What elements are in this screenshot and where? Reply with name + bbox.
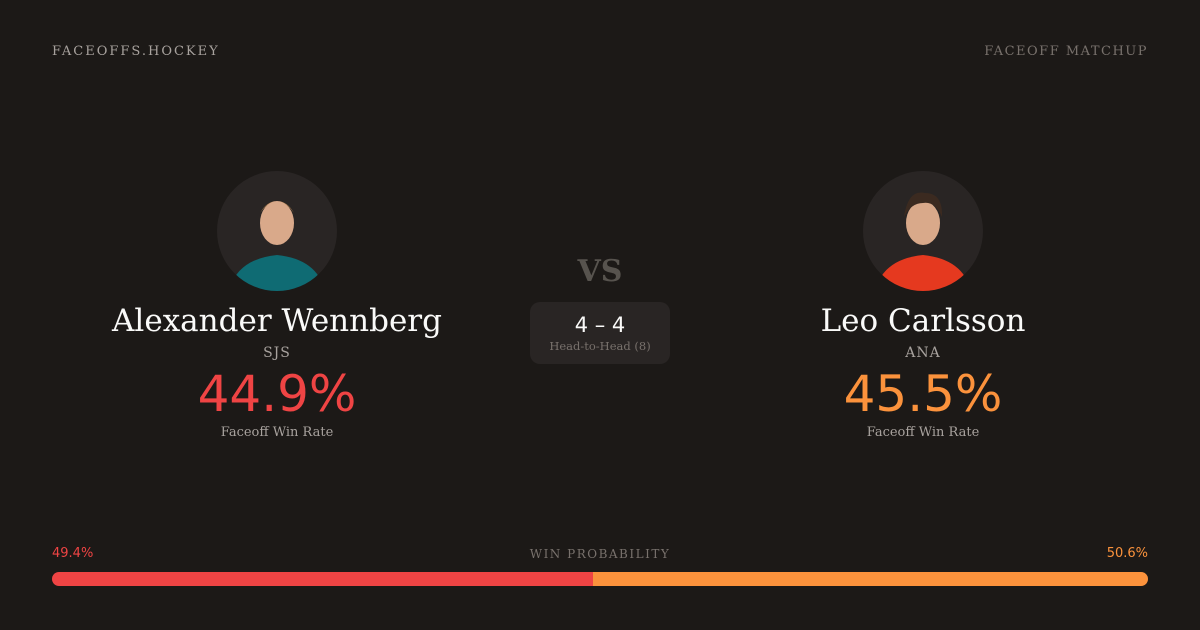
h2h-score: 4 – 4 (574, 313, 626, 337)
win-prob-right: 50.6% (1106, 546, 1148, 561)
team-abbr: SJS (263, 345, 291, 361)
brand-logo: FACEOFFS.HOCKEY (52, 44, 220, 59)
player-name: Leo Carlsson (820, 303, 1026, 339)
head-to-head-card: 4 – 4 Head-to-Head (8) (530, 302, 670, 364)
avatar (217, 171, 337, 291)
h2h-label: Head-to-Head (8) (549, 339, 651, 353)
win-probability-bar (52, 572, 1148, 586)
win-prob-label: WIN PROBABILITY (529, 547, 671, 561)
avatar (863, 171, 983, 291)
player-name: Alexander Wennberg (112, 303, 442, 339)
player-left: Alexander Wennberg SJS 44.9% Faceoff Win… (57, 171, 497, 440)
faceoff-rate-label: Faceoff Win Rate (866, 425, 980, 440)
win-prob-left-fill (52, 572, 594, 586)
page-tag: FACEOFF MATCHUP (984, 44, 1148, 59)
faceoff-rate: 45.5% (843, 365, 1003, 423)
faceoff-rate: 44.9% (197, 365, 357, 423)
team-abbr: ANA (905, 345, 941, 361)
faceoff-rate-label: Faceoff Win Rate (220, 425, 334, 440)
win-prob-left: 49.4% (52, 546, 94, 561)
win-prob-right-fill (593, 572, 1148, 586)
player-right: Leo Carlsson ANA 45.5% Faceoff Win Rate (703, 171, 1143, 440)
vs-label: VS (577, 254, 623, 289)
